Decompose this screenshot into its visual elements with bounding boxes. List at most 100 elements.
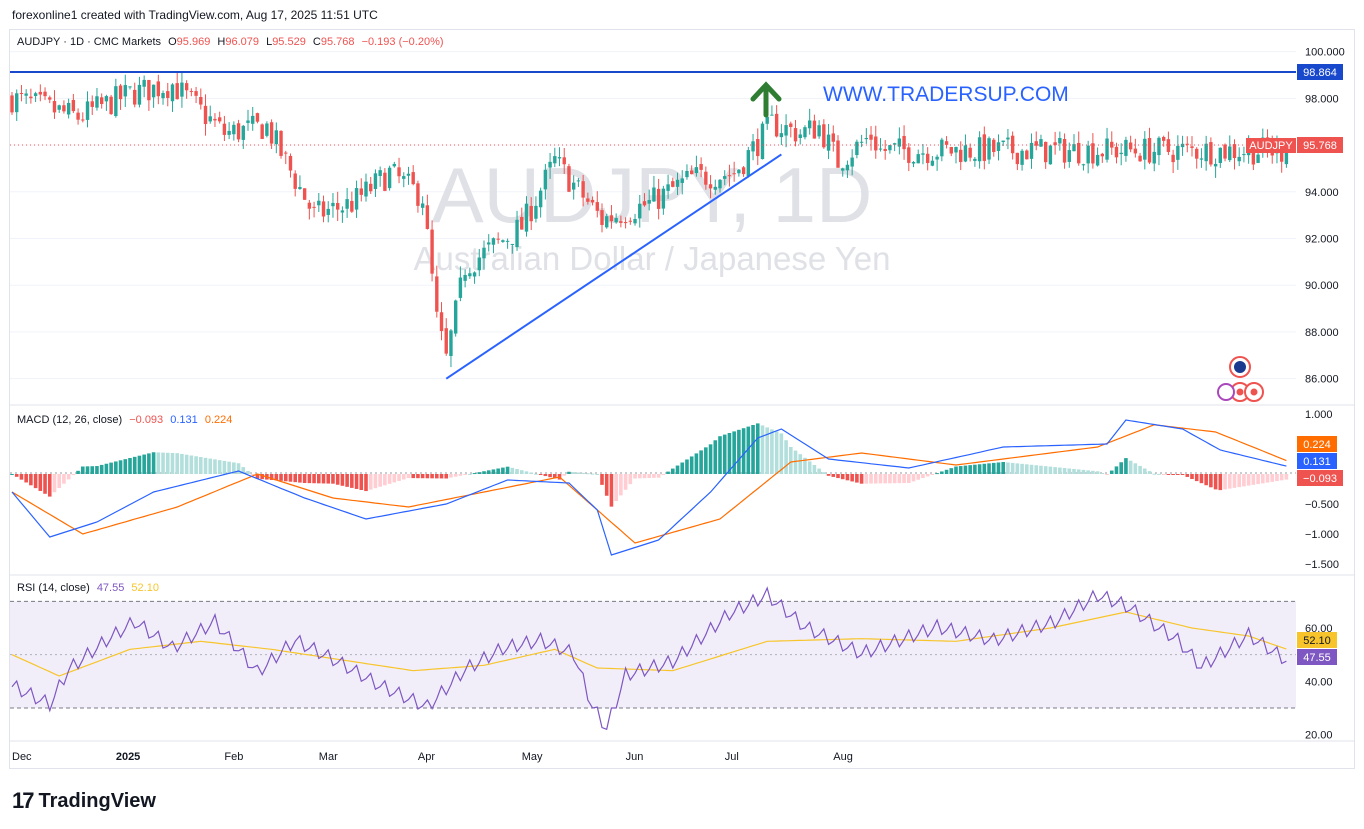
macd-hist-bar: [14, 474, 19, 477]
macd-hist-bar: [510, 467, 515, 474]
candle: [944, 141, 949, 145]
candle: [826, 134, 831, 151]
time-tick-label: Dec: [12, 751, 32, 763]
candle: [671, 181, 675, 187]
candle: [666, 184, 670, 191]
support-trendline[interactable]: [445, 153, 782, 380]
tradingview-brand[interactable]: 17 TradingView: [12, 788, 156, 814]
candle: [104, 96, 109, 102]
candle: [298, 186, 302, 190]
macd-hist-bar: [208, 458, 213, 474]
candle: [284, 152, 288, 154]
events-icon[interactable]: [1217, 382, 1264, 402]
macd-hist-bar: [1100, 472, 1105, 474]
macd-hist-bar: [1067, 468, 1072, 474]
macd-hist-bar: [425, 474, 430, 479]
candle: [66, 102, 71, 115]
candle: [770, 114, 774, 116]
macd-hist-bar: [873, 474, 878, 484]
macd-hist-bar: [888, 474, 892, 484]
candle: [916, 154, 920, 164]
candle: [38, 91, 43, 95]
candle: [109, 96, 113, 115]
australia-flag-icon[interactable]: [1229, 356, 1251, 378]
candle: [293, 173, 297, 189]
macd-hist-bar: [416, 474, 420, 479]
macd-hist-bar: [350, 474, 354, 488]
candle: [180, 82, 184, 97]
macd-hist-bar: [354, 474, 359, 489]
candle: [1242, 154, 1246, 156]
candle: [76, 112, 80, 120]
macd-hist-bar: [62, 474, 66, 484]
macd-hist-bar: [718, 436, 722, 474]
macd-hist-bar: [24, 474, 28, 483]
candle: [260, 124, 264, 139]
site-watermark[interactable]: WWW.TRADERSUP.COM: [823, 83, 1069, 106]
macd-hist-bar: [789, 447, 793, 474]
macd-hist-bar: [1006, 462, 1010, 474]
candle: [350, 200, 354, 212]
ohlc-open: O95.969: [168, 36, 211, 48]
candle: [71, 99, 76, 112]
rsi-legend[interactable]: RSI (14, close) 47.55 52.10: [17, 582, 163, 594]
candle: [1171, 154, 1175, 163]
macd-hist-badge: [1297, 470, 1343, 486]
up-arrow-icon: [750, 81, 782, 118]
candle: [883, 148, 887, 152]
macd-hist-bar: [1015, 463, 1020, 474]
candle: [378, 170, 382, 177]
candle: [557, 157, 562, 159]
macd-hist-bar: [807, 461, 812, 474]
macd-hist-bar: [1256, 474, 1260, 485]
tradingview-logo-icon: 17: [12, 788, 35, 813]
macd-hist-bar: [737, 429, 741, 474]
candle: [364, 181, 368, 197]
macd-signal-line[interactable]: [11, 424, 1287, 544]
candle: [62, 105, 66, 112]
macd-hist-value: −0.093: [129, 414, 164, 426]
candle: [756, 139, 760, 157]
candle: [1053, 142, 1057, 146]
macd-hist-bar: [307, 474, 312, 484]
macd-hist-bar: [123, 459, 128, 474]
macd-hist-bar: [364, 474, 368, 492]
macd-hist-bar: [944, 469, 949, 474]
time-tick-label: Aug: [833, 751, 853, 763]
macd-hist-bar: [1133, 463, 1138, 474]
macd-hist-bar: [109, 462, 113, 474]
candle: [1166, 139, 1171, 152]
rsi-line[interactable]: [11, 586, 1287, 731]
candle: [1147, 138, 1152, 163]
candle: [449, 330, 453, 357]
candle: [217, 117, 222, 122]
candle: [1015, 152, 1020, 165]
macd-hist-bar: [878, 474, 883, 484]
candle: [1256, 154, 1260, 163]
last-price-badge: [1297, 137, 1343, 153]
candle: [1062, 138, 1067, 163]
macd-hist-bar: [708, 444, 713, 474]
macd-hist-bar: [85, 466, 90, 474]
candle: [1091, 143, 1095, 164]
macd-legend[interactable]: MACD (12, 26, close) −0.093 0.131 0.224: [17, 414, 236, 426]
macd-hist-bar: [831, 474, 836, 477]
candle: [1001, 140, 1005, 143]
macd-hist-bar: [963, 465, 968, 474]
macd-hist-bar: [378, 474, 382, 487]
macd-hist-bar: [1246, 474, 1251, 486]
symbol-legend[interactable]: AUDJPY · 1D · CMC Markets O95.969 H96.07…: [17, 36, 448, 48]
rsi-ma-value: 52.10: [131, 582, 159, 594]
macd-line[interactable]: [11, 419, 1287, 556]
macd-hist-bar: [991, 462, 996, 474]
candle: [133, 89, 137, 105]
candle: [147, 79, 151, 101]
candle: [911, 161, 916, 164]
macd-hist-bar: [175, 453, 179, 474]
candle: [213, 118, 217, 121]
macd-hist-bar: [581, 472, 585, 474]
macd-hist-bar: [1001, 462, 1005, 474]
macd-hist-bar: [213, 459, 217, 474]
candle: [751, 141, 755, 152]
